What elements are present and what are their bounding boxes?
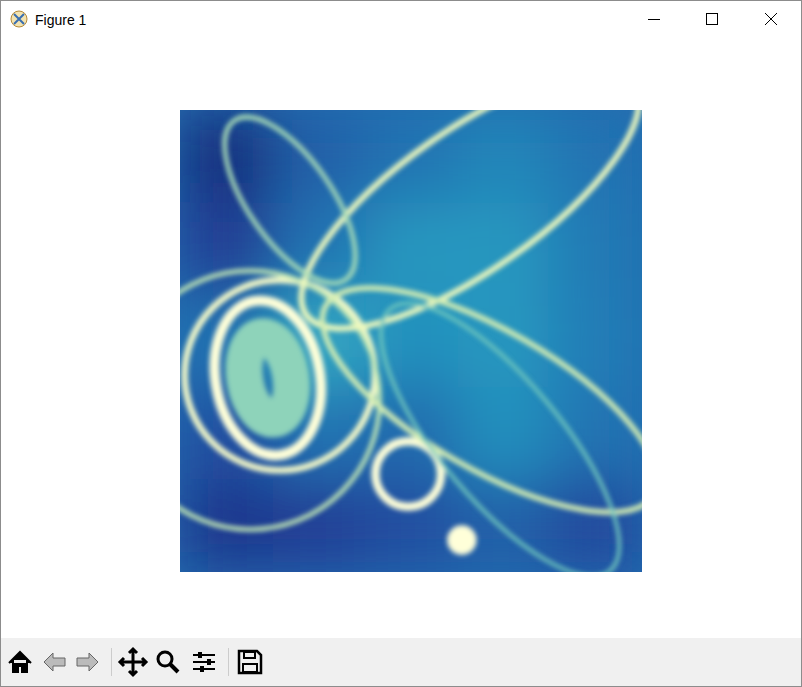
- heat-cell: [457, 387, 549, 479]
- wave-ring: [344, 270, 642, 572]
- wave-ring: [200, 110, 379, 303]
- heat-cell: [365, 202, 457, 294]
- toolbar: [1, 638, 801, 686]
- heat-cell: [457, 480, 549, 572]
- image-area: [180, 110, 642, 572]
- back-button[interactable]: [44, 653, 65, 671]
- forward-button[interactable]: [77, 653, 98, 671]
- title-bar: Figure 1: [11, 11, 777, 28]
- zoom-button[interactable]: [158, 652, 178, 672]
- window-title: Figure 1: [35, 12, 87, 28]
- wave-ring: [238, 333, 298, 423]
- toolbar-separator: [111, 648, 112, 676]
- window-frame: [1, 1, 802, 687]
- heat-cell: [272, 110, 364, 202]
- zoom-lens: [158, 652, 172, 666]
- heat-cell: [457, 295, 549, 387]
- save-button[interactable]: [239, 651, 261, 673]
- home-button[interactable]: [9, 652, 31, 672]
- app-icon: [11, 11, 27, 27]
- toolbar-background: [1, 638, 801, 686]
- zoom-handle: [170, 664, 178, 672]
- save-outline: [239, 651, 261, 673]
- ring-layer: [180, 110, 642, 572]
- home-icon: [9, 652, 31, 672]
- heat-cell: [550, 480, 642, 572]
- heat-cell: [550, 110, 642, 202]
- pan-button[interactable]: [120, 649, 146, 675]
- configure-knobs: [200, 652, 209, 672]
- icon-cross: [14, 14, 24, 24]
- wave-ring: [291, 245, 642, 554]
- wave-ring: [203, 292, 333, 464]
- image-background: [180, 110, 642, 572]
- cell-layer: [180, 110, 642, 572]
- maximize-button[interactable]: [707, 14, 718, 25]
- icon-circle: [11, 11, 27, 27]
- close-button[interactable]: [765, 13, 777, 25]
- figure-window: Figure 1: [0, 0, 802, 687]
- wave-ring: [454, 533, 469, 548]
- save-shutter: [244, 652, 255, 658]
- minimize-button[interactable]: [648, 19, 660, 20]
- forward-icon: [77, 653, 98, 671]
- heat-cell: [550, 295, 642, 387]
- save-label: [243, 664, 257, 672]
- pan-icon: [120, 649, 146, 675]
- heat-cell: [550, 387, 642, 479]
- back-icon: [44, 653, 65, 671]
- heat-cell: [457, 110, 549, 202]
- configure-button[interactable]: [193, 652, 215, 672]
- toolbar-separator: [228, 648, 229, 676]
- wave-ring: [180, 271, 380, 530]
